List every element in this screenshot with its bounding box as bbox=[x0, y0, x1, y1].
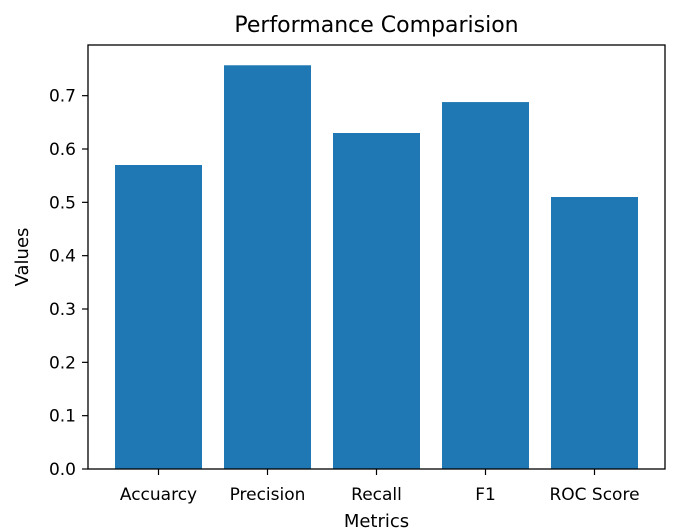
y-tick-label: 0.4 bbox=[49, 247, 76, 267]
x-tick-label: ROC Score bbox=[549, 485, 639, 505]
x-tick-label: F1 bbox=[475, 485, 496, 505]
y-tick-label: 0.1 bbox=[49, 407, 76, 427]
y-tick-label: 0.0 bbox=[49, 460, 76, 480]
y-ticks-group: 0.0 0.1 0.2 0.3 0.4 0.5 0.6 0.7 bbox=[49, 87, 88, 480]
bars-group bbox=[115, 65, 638, 470]
y-axis-label: Values bbox=[12, 228, 33, 287]
y-tick-label: 0.5 bbox=[49, 193, 76, 213]
x-ticks-group: Accuarcy Precision Recall F1 ROC Score bbox=[120, 469, 640, 505]
x-tick-label: Accuarcy bbox=[120, 485, 197, 505]
x-axis-label: Metrics bbox=[344, 511, 409, 530]
bar-accuarcy bbox=[115, 165, 202, 469]
y-tick-label: 0.7 bbox=[49, 87, 76, 107]
plot-frame bbox=[87, 44, 666, 470]
x-tick-label: Recall bbox=[351, 485, 402, 505]
y-tick-label: 0.6 bbox=[49, 140, 76, 160]
bar-f1 bbox=[442, 102, 529, 470]
x-tick-label: Precision bbox=[230, 485, 306, 505]
bar-recall bbox=[333, 133, 420, 469]
y-tick-label: 0.2 bbox=[49, 353, 76, 373]
chart-title: Performance Comparision bbox=[234, 13, 518, 38]
bar-roc-score bbox=[551, 197, 638, 469]
y-tick-label: 0.3 bbox=[49, 300, 76, 320]
bar-precision bbox=[224, 65, 311, 470]
